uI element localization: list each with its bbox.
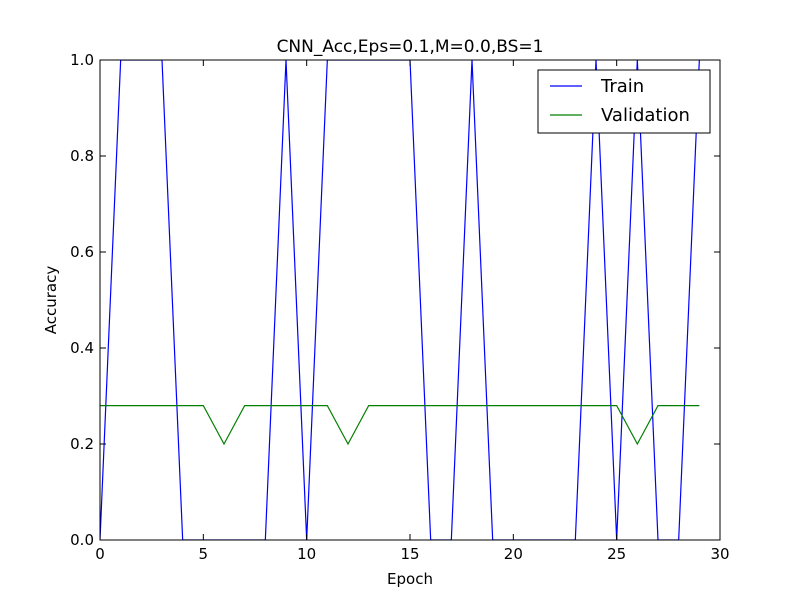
legend-box: [537, 69, 711, 134]
x-tick-label: 10: [297, 545, 316, 563]
y-tick-label: 1.0: [70, 51, 94, 69]
y-tick-label: 0.2: [70, 435, 94, 453]
chart-title: CNN_Acc,Eps=0.1,M=0.0,BS=1: [277, 37, 544, 57]
x-axis-label: Epoch: [387, 570, 433, 588]
x-tick-label: 5: [199, 545, 209, 563]
ticks-layer: 0 5 10 15 20 25 30 0.0 0.2 0.4 0.6 0.8 1.0: [70, 51, 729, 563]
legend: Train Validation: [537, 69, 711, 134]
series-line-train: [100, 60, 700, 540]
x-tick-label: 20: [504, 545, 523, 563]
legend-label-train: Train: [600, 76, 644, 97]
y-tick-label: 0.4: [70, 339, 94, 357]
legend-label-validation: Validation: [601, 105, 690, 126]
x-tick-label: 15: [400, 545, 419, 563]
series-line-validation: [100, 405, 700, 446]
y-tick-label: 0.8: [70, 147, 94, 165]
x-tick-label: 30: [710, 545, 729, 563]
y-axis-label: Accuracy: [42, 266, 60, 335]
y-tick-label: 0.0: [70, 531, 94, 549]
x-tick-label: 25: [607, 545, 626, 563]
y-tick-label: 0.6: [70, 243, 94, 261]
x-tick-label: 0: [95, 545, 105, 563]
series-layer: [100, 60, 700, 540]
